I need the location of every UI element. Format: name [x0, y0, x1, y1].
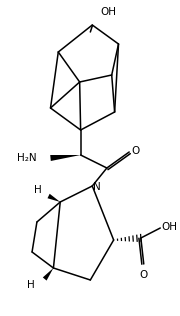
Text: OH: OH [161, 222, 177, 232]
Polygon shape [43, 268, 53, 281]
Polygon shape [48, 194, 60, 202]
Text: OH: OH [100, 7, 116, 17]
Text: O: O [131, 146, 139, 156]
Text: N: N [93, 182, 101, 192]
Text: H: H [27, 280, 35, 290]
Text: O: O [140, 270, 148, 280]
Polygon shape [50, 155, 81, 161]
Text: H₂N: H₂N [17, 153, 37, 163]
Text: H: H [34, 185, 42, 195]
